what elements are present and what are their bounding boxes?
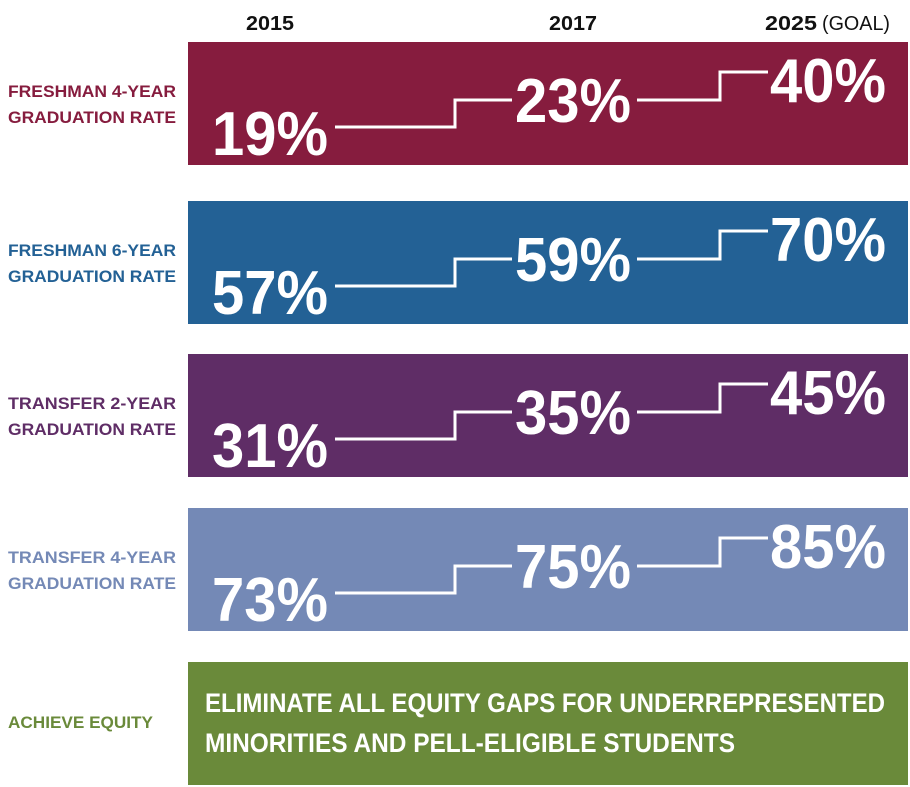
- row-box: [188, 42, 908, 165]
- equity-text: ELIMINATE ALL EQUITY GAPS FOR UNDERREPRE…: [205, 688, 885, 718]
- rate-value: 35%: [515, 379, 631, 448]
- row-label: GRADUATION RATE: [8, 108, 176, 127]
- rate-value: 40%: [770, 47, 886, 116]
- equity-box: [188, 662, 908, 785]
- equity-label: ACHIEVE EQUITY: [8, 713, 154, 732]
- rate-value: 70%: [770, 206, 886, 275]
- column-header: 2017: [549, 13, 597, 35]
- row-label: GRADUATION RATE: [8, 420, 176, 439]
- column-header: 2015: [246, 13, 294, 35]
- equity-text: MINORITIES AND PELL-ELIGIBLE STUDENTS: [205, 728, 735, 758]
- row-box: [188, 201, 908, 324]
- row-label: GRADUATION RATE: [8, 574, 176, 593]
- rate-value: 19%: [212, 100, 328, 169]
- step-line: [335, 564, 512, 595]
- row-label: TRANSFER 2-YEAR: [8, 394, 176, 413]
- row-box: [188, 508, 908, 631]
- rate-value: 57%: [212, 259, 328, 328]
- row-label: FRESHMAN 4-YEAR: [8, 82, 176, 101]
- row-label: TRANSFER 4-YEAR: [8, 548, 176, 567]
- rate-value: 75%: [515, 533, 631, 602]
- rate-value: 31%: [212, 412, 328, 481]
- rate-value: 23%: [515, 67, 631, 136]
- step-line: [637, 382, 768, 414]
- rate-value: 45%: [770, 359, 886, 428]
- step-line: [335, 257, 512, 288]
- row-box: [188, 354, 908, 477]
- step-line: [637, 70, 768, 102]
- step-line: [637, 536, 768, 568]
- row-label: FRESHMAN 6-YEAR: [8, 241, 176, 260]
- column-header: 2025: [765, 13, 817, 35]
- row-label: GRADUATION RATE: [8, 267, 176, 286]
- rate-value: 59%: [515, 226, 631, 295]
- rate-value: 73%: [212, 566, 328, 635]
- step-line: [335, 410, 512, 441]
- step-line: [637, 229, 768, 261]
- step-line: [335, 98, 512, 129]
- rate-value: 85%: [770, 513, 886, 582]
- goal-note: (GOAL): [822, 13, 890, 35]
